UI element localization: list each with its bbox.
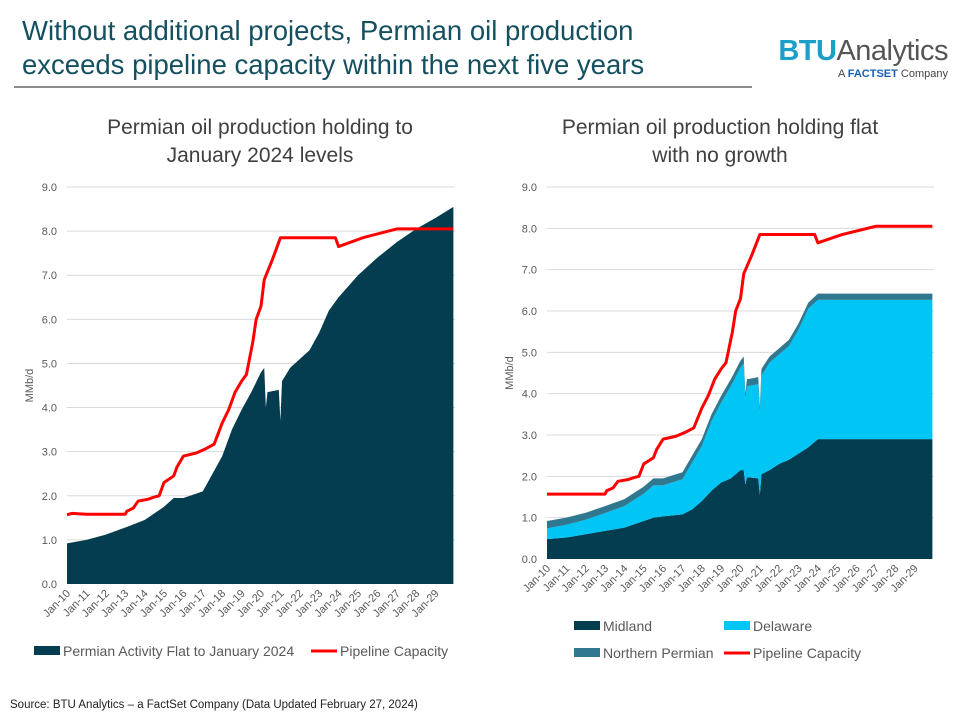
- logo-brand-rest: Analytics: [836, 35, 948, 67]
- headline: Without additional projects, Permian oil…: [22, 14, 644, 82]
- left-chart-title-line-1: Permian oil production holding to: [107, 116, 413, 139]
- right-legend-pipeline-capacity-label: Pipeline Capacity: [753, 645, 861, 661]
- left-pipeline-capacity-line: [66, 227, 454, 517]
- right-chart-title: Permian oil production holding flat with…: [490, 114, 950, 170]
- left-y-tick-label: 6.0: [42, 314, 57, 326]
- left-area-permian-activity-flat-to-january-2024: [67, 206, 454, 584]
- left-chart-title-line-2: January 2024 levels: [166, 144, 354, 167]
- right-y-tick-label: 6.0: [522, 306, 537, 318]
- logo-brand-bold: BTU: [778, 35, 837, 67]
- right-y-tick-label: 7.0: [522, 265, 537, 277]
- logo-tag-prefix: A: [837, 68, 845, 80]
- left-y-tick-label: 7.0: [42, 270, 57, 282]
- btu-analytics-logo: BTUAnalytics A FACTSET Company: [778, 36, 948, 80]
- right-y-tick-label: 0.0: [522, 554, 537, 566]
- left-y-axis-label: MMb/d: [24, 369, 36, 403]
- right-y-tick-label: 8.0: [522, 223, 537, 235]
- right-chart-title-line-2: with no growth: [652, 144, 788, 167]
- right-pipeline-capacity-line: [547, 224, 933, 496]
- headline-divider: [14, 86, 752, 88]
- left-y-tick-label: 3.0: [42, 447, 57, 459]
- right-y-tick-label: 5.0: [522, 347, 537, 359]
- right-legend-delaware-label: Delaware: [753, 618, 812, 634]
- right-y-tick-label: 9.0: [522, 182, 537, 194]
- right-y-axis-label: MMb/d: [504, 356, 516, 390]
- right-area-midland: [547, 439, 933, 559]
- right-chart-title-line-1: Permian oil production holding flat: [561, 116, 879, 139]
- source-footnote: Source: BTU Analytics – a FactSet Compan…: [10, 699, 418, 711]
- right-legend-midland-swatch: [574, 621, 600, 630]
- left-y-tick-label: 9.0: [42, 182, 57, 194]
- left-y-tick-label: 4.0: [42, 403, 57, 415]
- right-legend-northern-permian-swatch: [574, 648, 600, 657]
- headline-line-1: Without additional projects, Permian oil…: [22, 15, 634, 46]
- right-y-tick-label: 1.0: [522, 513, 537, 525]
- left-legend-permian-activity-flat-to-january-2024-swatch: [34, 646, 60, 655]
- left-y-tick-label: 8.0: [42, 226, 57, 238]
- logo-tag-suffix: Company: [900, 68, 948, 80]
- left-chart-title: Permian oil production holding to Januar…: [30, 114, 490, 170]
- right-y-tick-label: 4.0: [522, 389, 537, 401]
- logo-factset: FACTSET: [847, 68, 898, 80]
- left-y-tick-label: 2.0: [42, 491, 57, 503]
- left-y-tick-label: 1.0: [42, 535, 57, 547]
- left-y-tick-label: 5.0: [42, 358, 57, 370]
- right-y-tick-label: 3.0: [522, 430, 537, 442]
- headline-line-2: exceeds pipeline capacity within the nex…: [22, 49, 645, 80]
- right-area-delaware: [547, 299, 933, 540]
- right-y-tick-label: 2.0: [522, 471, 537, 483]
- right-legend-midland-label: Midland: [603, 618, 652, 634]
- left-legend-pipeline-capacity-label: Pipeline Capacity: [340, 643, 448, 659]
- left-y-tick-label: 0.0: [42, 579, 57, 591]
- left-legend-permian-activity-flat-to-january-2024-label: Permian Activity Flat to January 2024: [63, 643, 294, 659]
- right-legend-delaware-swatch: [724, 621, 750, 630]
- right-legend-northern-permian-label: Northern Permian: [603, 645, 714, 661]
